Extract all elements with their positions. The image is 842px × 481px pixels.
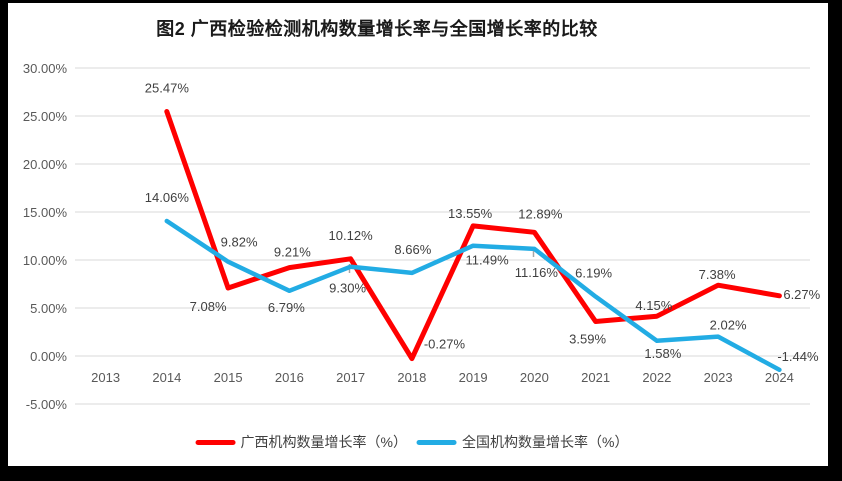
y-tick-label: -5.00% bbox=[26, 397, 68, 412]
data-label-national-2016: 6.79% bbox=[268, 300, 305, 315]
legend-swatch-guangxi bbox=[195, 439, 236, 445]
x-tick-label: 2021 bbox=[581, 370, 610, 385]
x-tick-label: 2017 bbox=[336, 370, 365, 385]
data-label-national-2018: 8.66% bbox=[394, 242, 431, 257]
data-label-national-2021: 6.19% bbox=[575, 266, 612, 281]
x-tick-label: 2013 bbox=[91, 370, 120, 385]
data-label-guangxi-2021: 3.59% bbox=[569, 332, 606, 347]
data-label-national-2024: -1.44% bbox=[777, 349, 819, 364]
data-label-guangxi-2015: 7.08% bbox=[190, 299, 227, 314]
chart-canvas bbox=[8, 3, 828, 466]
data-label-guangxi-2014: 25.47% bbox=[145, 80, 190, 95]
x-tick-label: 2023 bbox=[704, 370, 733, 385]
legend-swatch-national bbox=[417, 439, 457, 445]
data-label-guangxi-2017: 10.12% bbox=[329, 228, 374, 243]
data-label-national-2020: 11.16% bbox=[515, 265, 559, 280]
data-label-guangxi-2019: 13.55% bbox=[448, 206, 493, 221]
chart-title: 图2 广西检验检测机构数量增长率与全国增长率的比较 bbox=[156, 19, 598, 39]
x-tick-label: 2015 bbox=[214, 370, 243, 385]
y-tick-label: 25.00% bbox=[23, 109, 68, 124]
y-tick-label: 10.00% bbox=[23, 253, 68, 268]
legend-label-national: 全国机构数量增长率（%） bbox=[462, 434, 629, 450]
y-tick-label: 30.00% bbox=[23, 61, 68, 76]
legend-label-guangxi: 广西机构数量增长率（%） bbox=[240, 434, 407, 450]
data-label-national-2019: 11.49% bbox=[466, 253, 510, 268]
legend-item-guangxi: 广西机构数量增长率（%） bbox=[195, 432, 407, 452]
data-label-guangxi-2023: 7.38% bbox=[699, 267, 736, 282]
data-label-national-2017: 9.30% bbox=[329, 281, 366, 296]
data-label-guangxi-2024: 6.27% bbox=[783, 287, 820, 302]
x-tick-label: 2020 bbox=[520, 370, 549, 385]
x-tick-label: 2019 bbox=[459, 370, 488, 385]
data-label-national-2023: 2.02% bbox=[710, 318, 747, 333]
y-tick-label: 5.00% bbox=[30, 301, 67, 316]
data-label-guangxi-2020: 12.89% bbox=[518, 206, 563, 221]
legend-item-national: 全国机构数量增长率（%） bbox=[417, 432, 628, 452]
series-line-guangxi bbox=[164, 109, 782, 362]
x-tick-label: 2016 bbox=[275, 370, 304, 385]
data-label-national-2015: 9.82% bbox=[221, 235, 258, 250]
y-tick-label: 20.00% bbox=[23, 157, 68, 172]
x-tick-label: 2018 bbox=[397, 370, 426, 385]
legend: 广西机构数量增长率（%） 全国机构数量增长率（%） bbox=[195, 432, 628, 452]
x-tick-label: 2024 bbox=[765, 370, 794, 385]
data-label-guangxi-2022: 4.15% bbox=[635, 298, 672, 313]
data-label-national-2022: 1.58% bbox=[644, 346, 681, 361]
x-tick-label: 2022 bbox=[642, 370, 671, 385]
x-tick-label: 2014 bbox=[152, 370, 181, 385]
y-tick-label: 15.00% bbox=[23, 205, 68, 220]
data-label-guangxi-2016: 9.21% bbox=[274, 245, 311, 260]
y-tick-label: 0.00% bbox=[30, 349, 67, 364]
data-label-guangxi-2018: -0.27% bbox=[424, 337, 466, 352]
series-line-national bbox=[164, 218, 782, 373]
data-label-national-2014: 14.06% bbox=[145, 190, 190, 205]
